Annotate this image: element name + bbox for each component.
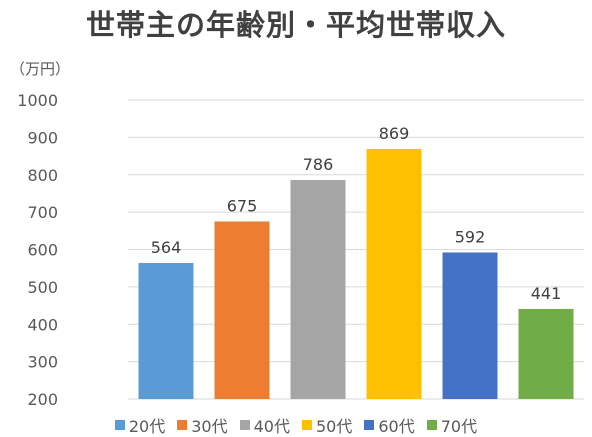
y-tick-label: 500 — [27, 278, 58, 297]
legend-item: 40代 — [239, 413, 290, 437]
y-axis-ticks: 200 300 400 500 600 700 800 900 1000 — [17, 91, 58, 409]
legend-item: 20代 — [114, 413, 166, 437]
bar-60代 — [442, 252, 498, 399]
bar-70代 — [518, 308, 574, 399]
legend-swatch — [364, 420, 375, 430]
legend-label: 50代 — [316, 417, 353, 436]
legend-swatch — [177, 420, 188, 430]
legend-label: 70代 — [440, 417, 478, 436]
legend-label: 20代 — [128, 417, 166, 436]
legend-label: 30代 — [191, 417, 228, 436]
legend-swatch — [426, 420, 437, 430]
legend-item: 60代 — [364, 413, 415, 437]
y-tick-label: 800 — [27, 166, 58, 185]
bar-50代 — [366, 148, 422, 399]
legend-item: 30代 — [177, 413, 228, 437]
data-label: 592 — [455, 227, 486, 246]
gridlines — [128, 99, 584, 400]
chart-title: 世帯主の年齢別・平均世帯収入 — [85, 8, 506, 42]
legend-label: 40代 — [253, 417, 290, 436]
data-label: 675 — [227, 196, 258, 215]
data-label: 441 — [531, 284, 562, 303]
legend-item: 50代 — [302, 413, 352, 437]
legend-swatch — [302, 420, 312, 430]
bars — [138, 148, 574, 399]
legend-item: 70代 — [426, 413, 478, 437]
y-tick-label: 700 — [27, 203, 58, 222]
y-tick-label: 1000 — [17, 91, 58, 110]
legend-swatch — [239, 420, 250, 430]
data-label: 786 — [303, 155, 334, 174]
y-tick-label: 600 — [27, 241, 58, 260]
data-labels: 564 675 786 869 592 441 — [151, 124, 562, 303]
bar-20代 — [138, 262, 194, 399]
y-tick-label: 200 — [27, 390, 58, 409]
y-tick-label: 400 — [27, 315, 58, 334]
legend-swatch — [114, 420, 125, 430]
data-label: 869 — [379, 124, 410, 143]
y-tick-label: 300 — [27, 353, 58, 372]
bar-40代 — [290, 179, 346, 399]
y-axis-unit-label: （万円） — [10, 60, 71, 78]
bar-30代 — [214, 221, 270, 399]
data-label: 564 — [151, 238, 182, 257]
y-tick-label: 900 — [27, 128, 58, 147]
legend-label: 60代 — [378, 417, 415, 436]
legend: 20代 30代 40代 50代 60代 70代 — [0, 413, 592, 437]
